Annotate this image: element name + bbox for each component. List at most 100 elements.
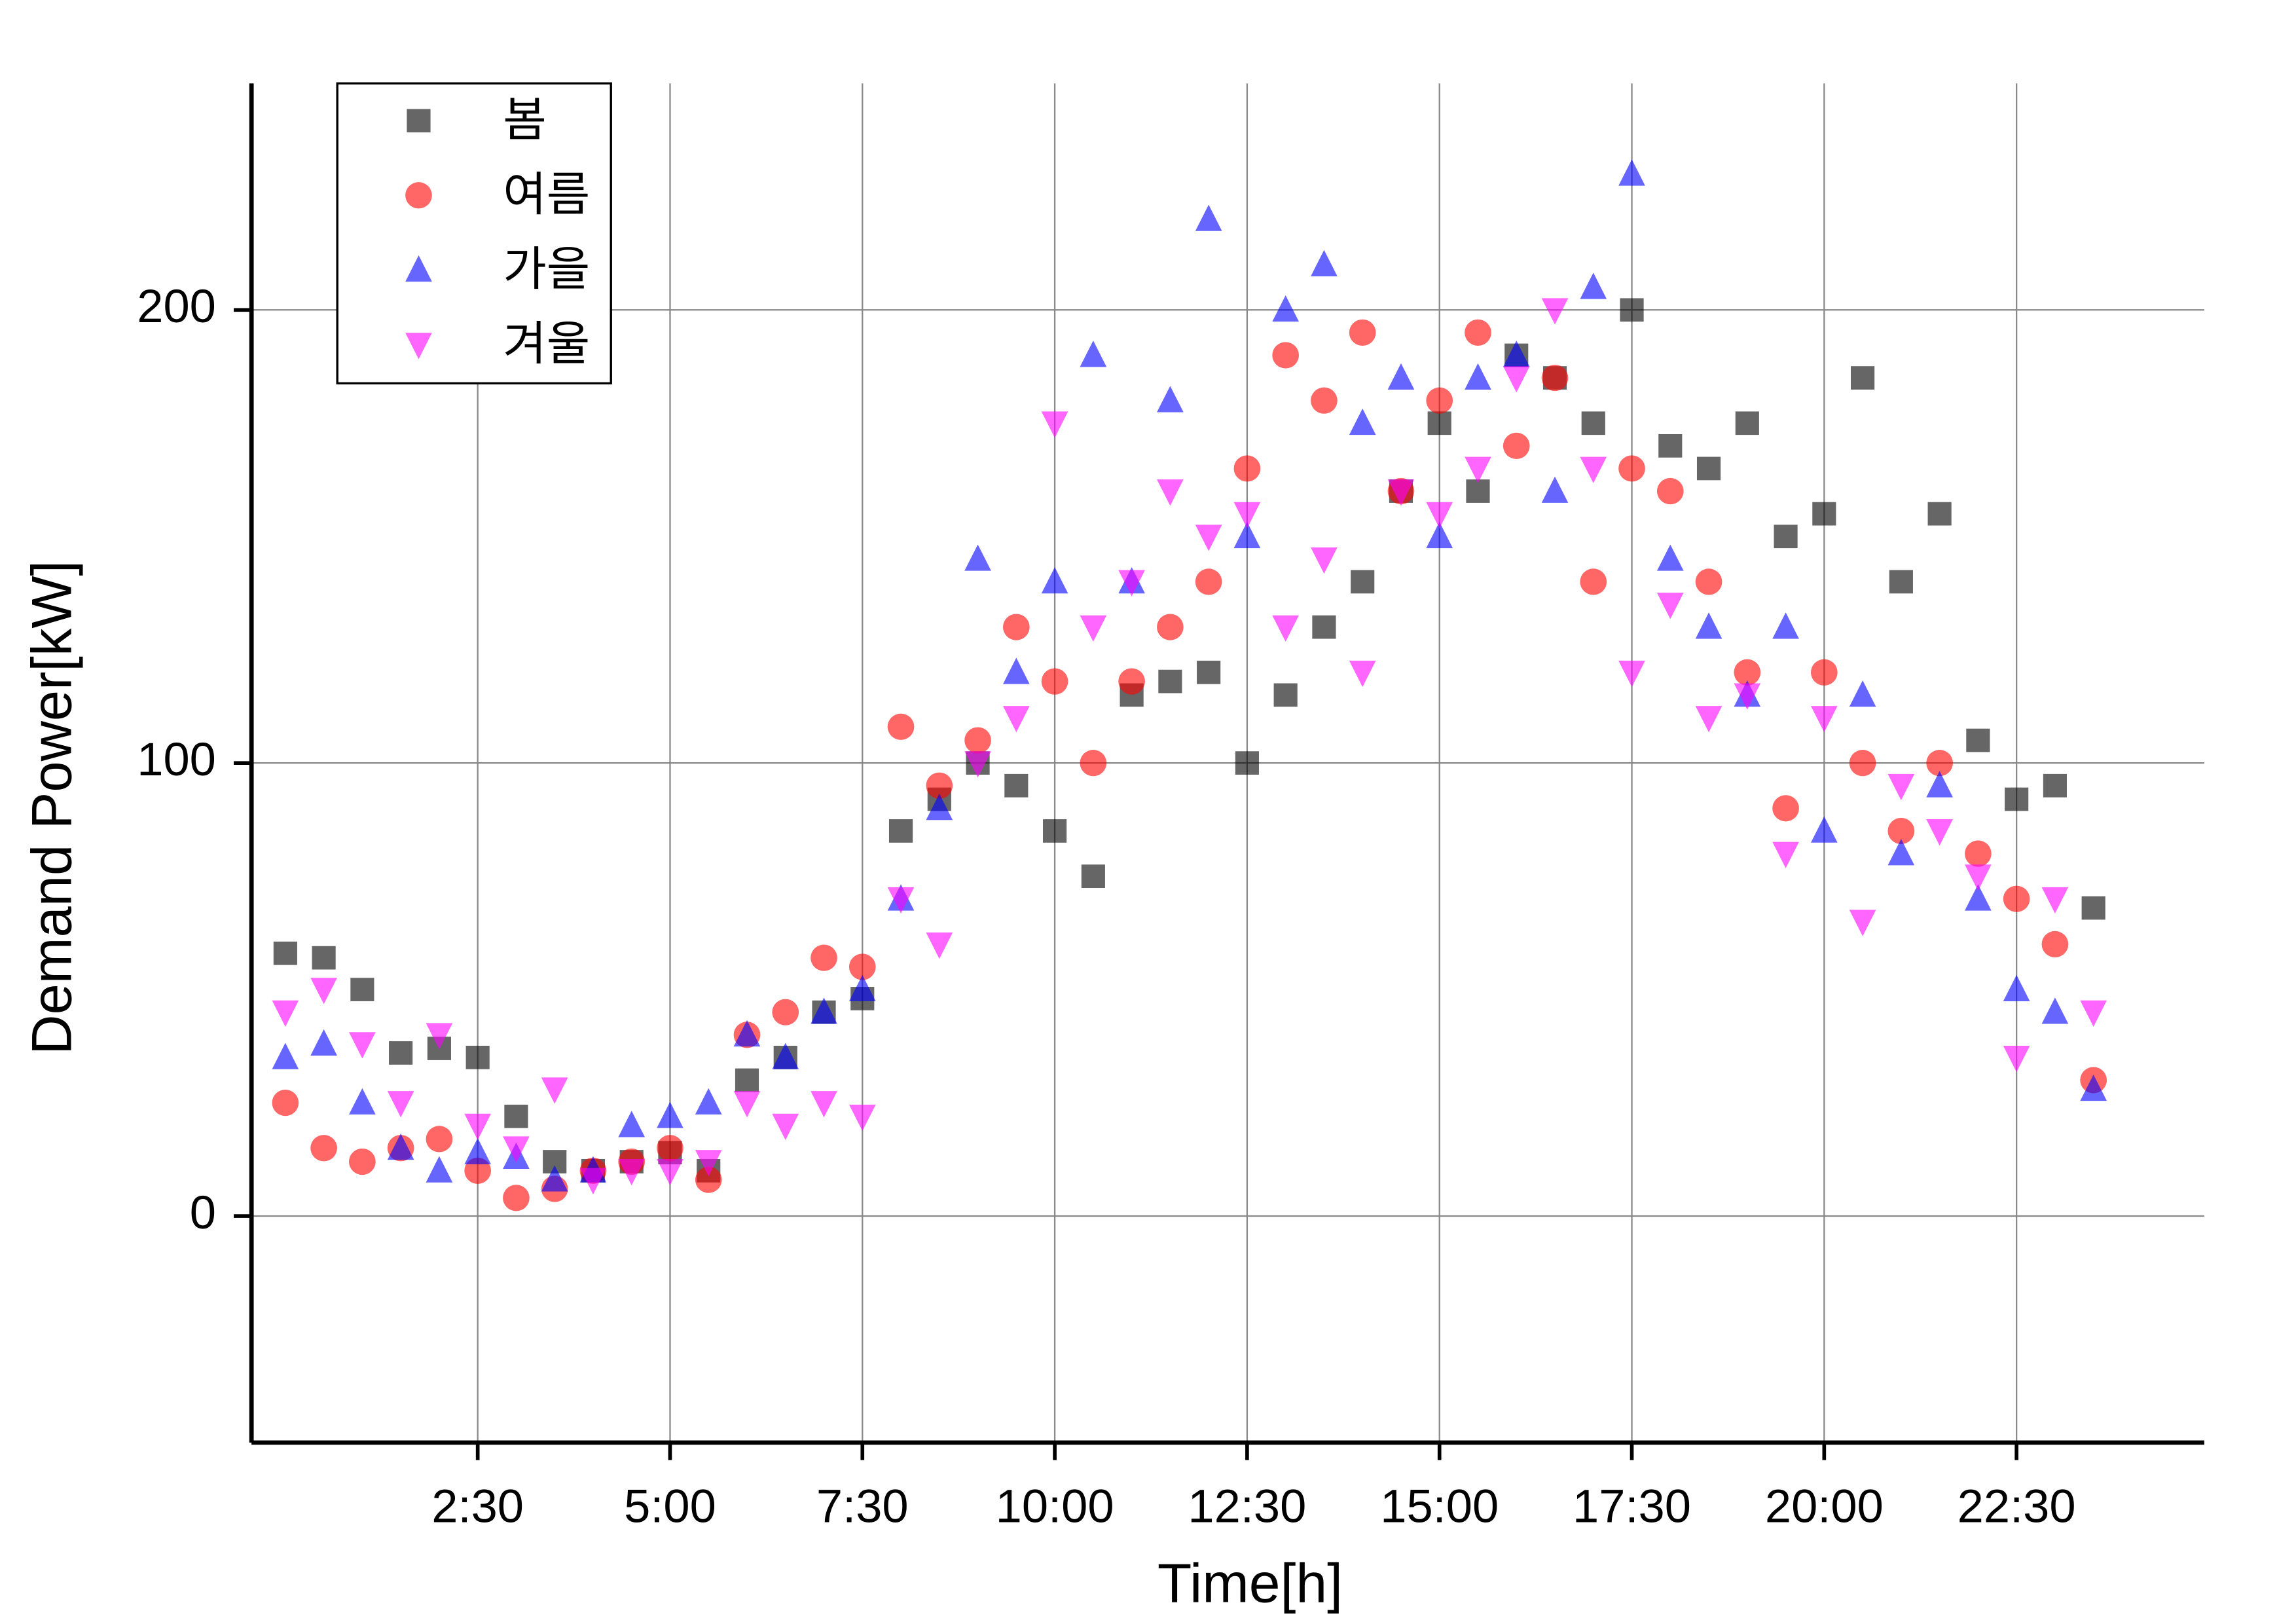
- x-tick-label: 7:30: [816, 1481, 909, 1533]
- marker: [1233, 502, 1261, 528]
- x-tick-label: 22:30: [1958, 1481, 2076, 1533]
- marker: [1004, 773, 1029, 798]
- marker: [1734, 683, 1761, 710]
- marker: [657, 1135, 683, 1162]
- marker: [1849, 910, 1876, 936]
- marker: [1349, 408, 1376, 435]
- marker: [1041, 668, 1068, 695]
- marker: [1849, 680, 1876, 707]
- marker: [1312, 615, 1336, 639]
- y-axis-label: Demand Power[kW]: [21, 561, 84, 1055]
- y-tick-label: 100: [137, 733, 216, 786]
- marker: [848, 953, 876, 980]
- marker: [1466, 479, 1490, 503]
- marker: [387, 1091, 414, 1118]
- marker: [733, 1091, 761, 1118]
- marker: [1810, 659, 1838, 686]
- marker: [1195, 568, 1222, 595]
- marker: [926, 772, 953, 799]
- marker: [1195, 525, 1222, 551]
- marker: [1426, 502, 1453, 528]
- marker: [349, 1032, 376, 1059]
- marker: [1580, 568, 1607, 595]
- marker: [1197, 660, 1221, 684]
- marker: [1311, 387, 1338, 414]
- marker: [926, 793, 953, 821]
- marker: [1618, 660, 1645, 688]
- marker: [541, 1165, 568, 1192]
- marker: [1272, 342, 1300, 369]
- marker: [772, 999, 799, 1025]
- marker: [1118, 570, 1145, 597]
- marker: [1118, 668, 1145, 695]
- marker: [1233, 455, 1261, 482]
- marker: [426, 1156, 453, 1183]
- legend-marker: [405, 182, 432, 209]
- marker: [1889, 570, 1913, 594]
- legend-marker: [407, 109, 431, 133]
- marker: [1695, 706, 1722, 733]
- marker: [887, 887, 915, 914]
- marker: [272, 1043, 299, 1069]
- marker: [426, 1023, 453, 1050]
- marker: [2005, 787, 2029, 811]
- legend-marker: [405, 255, 432, 282]
- marker: [1965, 840, 1992, 867]
- marker: [1465, 319, 1491, 346]
- marker: [1541, 364, 1569, 392]
- marker: [1043, 819, 1067, 843]
- marker: [541, 1077, 568, 1104]
- marker: [503, 1136, 530, 1163]
- marker: [1926, 771, 1953, 798]
- marker: [1656, 477, 1684, 505]
- marker: [1503, 341, 1530, 367]
- marker: [1503, 432, 1530, 459]
- marker: [1618, 455, 1645, 482]
- marker: [695, 1150, 722, 1177]
- marker: [1272, 615, 1300, 642]
- marker: [887, 713, 915, 740]
- legend-label: 봄: [503, 94, 547, 147]
- marker: [848, 1104, 876, 1132]
- marker: [272, 1089, 299, 1116]
- marker: [1080, 750, 1107, 777]
- marker: [579, 1168, 607, 1195]
- marker: [1926, 750, 1953, 777]
- marker: [310, 1135, 337, 1162]
- marker: [695, 1166, 722, 1193]
- marker: [2080, 1000, 2107, 1027]
- marker: [1695, 612, 1722, 639]
- marker: [1810, 706, 1838, 733]
- x-tick-label: 12:30: [1188, 1481, 1306, 1533]
- marker: [1656, 544, 1684, 571]
- marker: [1887, 773, 1915, 801]
- x-tick-label: 17:30: [1573, 1481, 1691, 1533]
- marker: [1620, 298, 1644, 322]
- marker: [1887, 817, 1915, 845]
- legend-box: [336, 82, 612, 385]
- marker: [2043, 773, 2067, 798]
- marker: [1272, 295, 1300, 322]
- marker: [1541, 298, 1569, 325]
- marker: [2003, 1045, 2030, 1073]
- marker: [1580, 456, 1607, 483]
- marker: [1618, 159, 1645, 186]
- marker: [312, 946, 336, 970]
- marker: [504, 1104, 528, 1128]
- x-tick-label: 20:00: [1765, 1481, 1884, 1533]
- marker: [1581, 411, 1605, 435]
- marker: [1772, 841, 1799, 868]
- marker: [2041, 887, 2069, 914]
- marker: [1656, 593, 1684, 619]
- marker: [964, 544, 991, 571]
- marker: [695, 1088, 722, 1115]
- marker: [1387, 363, 1415, 390]
- x-tick-label: 5:00: [624, 1481, 716, 1533]
- x-tick-label: 10:00: [996, 1481, 1114, 1533]
- marker: [464, 1113, 492, 1140]
- marker: [1696, 456, 1721, 481]
- x-tick-label: 2:30: [431, 1481, 524, 1533]
- marker: [1927, 502, 1952, 526]
- marker: [848, 974, 876, 1001]
